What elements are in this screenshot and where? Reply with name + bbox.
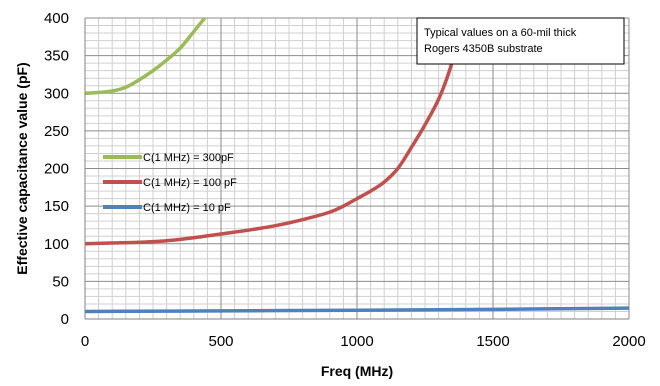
series-line-2 [85,306,629,314]
y-tick-label: 100 [44,236,69,253]
legend: C(1 MHz) = 300pF C(1 MHz) = 100 pF C(1 MHz… [103,152,237,214]
y-tick-label: 350 [44,48,69,65]
x-tick-label: 1500 [476,333,509,350]
legend-label-1: C(1 MHz) = 100 pF [143,177,237,189]
annotation-border [416,17,625,65]
x-axis-title: Freq (MHz) [321,363,393,379]
y-tick-label: 200 [44,161,69,178]
y-tick-label: 300 [44,85,69,102]
annotation-line: Rogers 4350B substrate [424,43,543,55]
annotation-box: Typical values on a 60-mil thick Rogers … [416,17,625,65]
tick-labels: 0 500 1000 1500 2000 0 50 100 150 200 250 300 350 400 [44,10,646,350]
x-tick-label: 2000 [612,333,645,350]
series-line-0 [85,18,207,95]
axes-layer [84,18,629,320]
annotation-line: Typical values on a 60-mil thick [424,27,577,39]
series-layer [85,18,629,314]
y-tick-label: 250 [44,123,69,140]
series-line-1 [85,31,463,246]
x-tick-label: 1000 [340,333,373,350]
y-tick-label: 150 [44,198,69,215]
legend-label-2: C(1 MHz) = 10 pF [143,202,231,214]
x-tick-label: 500 [208,333,233,350]
x-tick-label: 0 [81,333,89,350]
legend-label-0: C(1 MHz) = 300pF [143,152,234,164]
y-tick-label: 50 [52,273,69,290]
y-tick-label: 0 [61,311,69,328]
y-tick-label: 400 [44,10,69,27]
y-axis-title: Effective capacitance value (pF) [14,62,30,274]
